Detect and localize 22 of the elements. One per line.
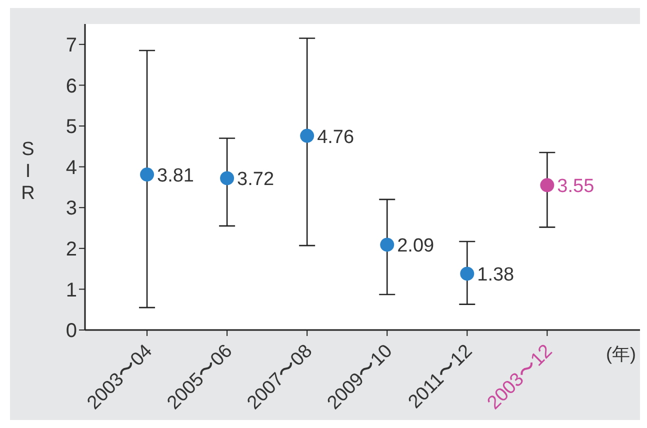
data-label: 1.38	[477, 264, 514, 286]
data-label: 3.55	[557, 176, 594, 198]
y-tick-label: 6	[66, 75, 77, 98]
data-label: 3.81	[157, 166, 194, 187]
point	[460, 266, 474, 281]
point	[300, 128, 314, 143]
y-tick-label: 1	[66, 279, 77, 302]
x-axis-title: (年)	[606, 344, 636, 364]
point	[380, 238, 394, 252]
y-tick-label: 2	[66, 238, 77, 260]
y-tick-label: 7	[66, 34, 77, 56]
y-tick-label: 5	[66, 116, 77, 138]
data-label: 2.09	[397, 236, 434, 257]
point	[540, 178, 554, 192]
point	[140, 168, 154, 182]
y-tick-label: 0	[66, 320, 77, 342]
y-tick-label: 4	[66, 156, 77, 179]
data-label: 3.72	[237, 169, 274, 190]
y-axis-title: SIR	[21, 139, 35, 204]
y-tick-label: 3	[66, 198, 77, 220]
point	[220, 171, 234, 186]
data-label: 4.76	[317, 126, 354, 148]
